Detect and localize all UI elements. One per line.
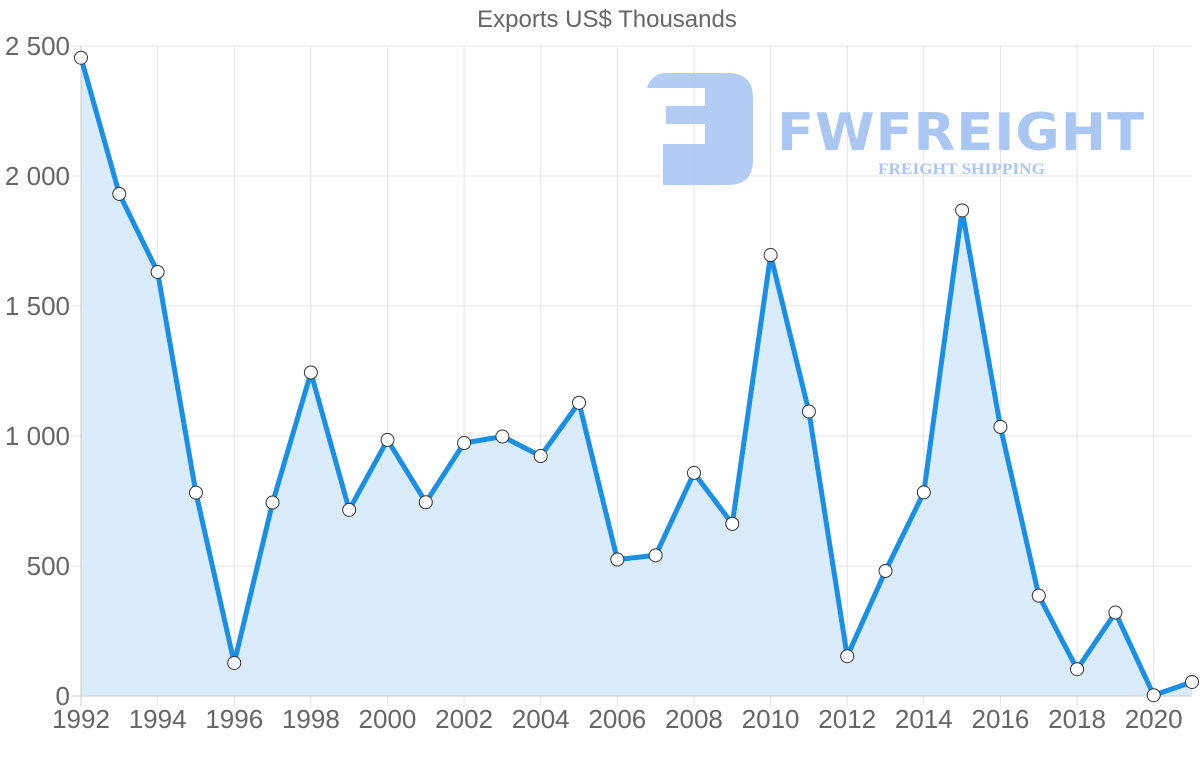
x-tick-label: 2010 — [742, 704, 800, 734]
x-tick-label: 1998 — [282, 704, 340, 734]
data-point-2007[interactable] — [648, 548, 663, 563]
data-point-2006[interactable] — [610, 552, 625, 567]
data-point-2000[interactable] — [380, 432, 395, 447]
y-tick-label: 0 — [56, 681, 70, 711]
x-tick-label: 1996 — [205, 704, 263, 734]
data-point-2012[interactable] — [840, 649, 855, 664]
data-point-1995[interactable] — [188, 485, 203, 500]
data-point-2016[interactable] — [993, 419, 1008, 434]
x-tick-label: 2008 — [665, 704, 723, 734]
x-tick-label: 2004 — [512, 704, 570, 734]
data-point-2015[interactable] — [955, 203, 970, 218]
data-point-2004[interactable] — [533, 449, 548, 464]
data-point-1992[interactable] — [74, 50, 88, 65]
data-point-1996[interactable] — [227, 655, 242, 670]
y-tick-label: 2 500 — [5, 31, 70, 61]
x-tick-label: 2020 — [1125, 704, 1183, 734]
data-point-2014[interactable] — [916, 485, 931, 500]
series-line — [78, 55, 1195, 698]
x-tick-label: 2000 — [359, 704, 417, 734]
data-point-2003[interactable] — [495, 429, 510, 444]
data-point-1994[interactable] — [150, 264, 165, 279]
data-point-2011[interactable] — [801, 404, 816, 419]
y-tick-label: 1 500 — [5, 291, 70, 321]
x-tick-label: 2006 — [588, 704, 646, 734]
x-tick-label: 2018 — [1048, 704, 1106, 734]
data-point-2018[interactable] — [1070, 662, 1085, 677]
y-axis-ticks: 0 500 1 000 1 500 2 000 2 500 — [5, 31, 70, 711]
watermark-logo: FWFREIGHT FREIGHT SHIPPING — [647, 73, 1145, 185]
data-point-2010[interactable] — [763, 248, 778, 263]
data-point-2002[interactable] — [457, 436, 472, 451]
watermark-brand-text: FWFREIGHT — [777, 103, 1145, 163]
chart-title: Exports US$ Thousands — [477, 6, 737, 33]
data-point-2020[interactable] — [1146, 688, 1161, 703]
axes — [71, 46, 1192, 706]
x-tick-label: 1992 — [52, 704, 110, 734]
y-tick-label: 2 000 — [5, 161, 70, 191]
area-fill — [81, 57, 1192, 696]
data-point-1997[interactable] — [265, 495, 280, 510]
x-tick-label: 2014 — [895, 704, 953, 734]
data-point-2005[interactable] — [572, 395, 587, 410]
data-point-2001[interactable] — [418, 495, 433, 510]
data-point-2009[interactable] — [725, 516, 740, 531]
y-tick-label: 500 — [27, 551, 70, 581]
data-point-1993[interactable] — [112, 186, 127, 201]
y-tick-label: 1 000 — [5, 421, 70, 451]
data-point-1998[interactable] — [303, 365, 318, 380]
data-line — [78, 55, 1195, 698]
data-point-2021[interactable] — [1185, 674, 1199, 689]
data-point-1999[interactable] — [342, 502, 357, 517]
data-point-2013[interactable] — [878, 563, 893, 578]
data-point-2019[interactable] — [1108, 605, 1123, 620]
x-tick-label: 2002 — [435, 704, 493, 734]
x-axis-ticks: 1992 1994 1996 1998 2000 2002 2004 2006 2008 2010… — [52, 704, 1183, 734]
data-point-2017[interactable] — [1031, 588, 1046, 603]
x-tick-label: 2012 — [818, 704, 876, 734]
data-point-2008[interactable] — [686, 465, 701, 480]
x-tick-label: 2016 — [972, 704, 1030, 734]
series-area — [81, 57, 1192, 696]
series-points — [74, 50, 1199, 703]
x-tick-label: 1994 — [129, 704, 187, 734]
fwfreight-logo-icon — [647, 73, 753, 185]
watermark-tagline-text: FREIGHT SHIPPING — [878, 161, 1046, 178]
